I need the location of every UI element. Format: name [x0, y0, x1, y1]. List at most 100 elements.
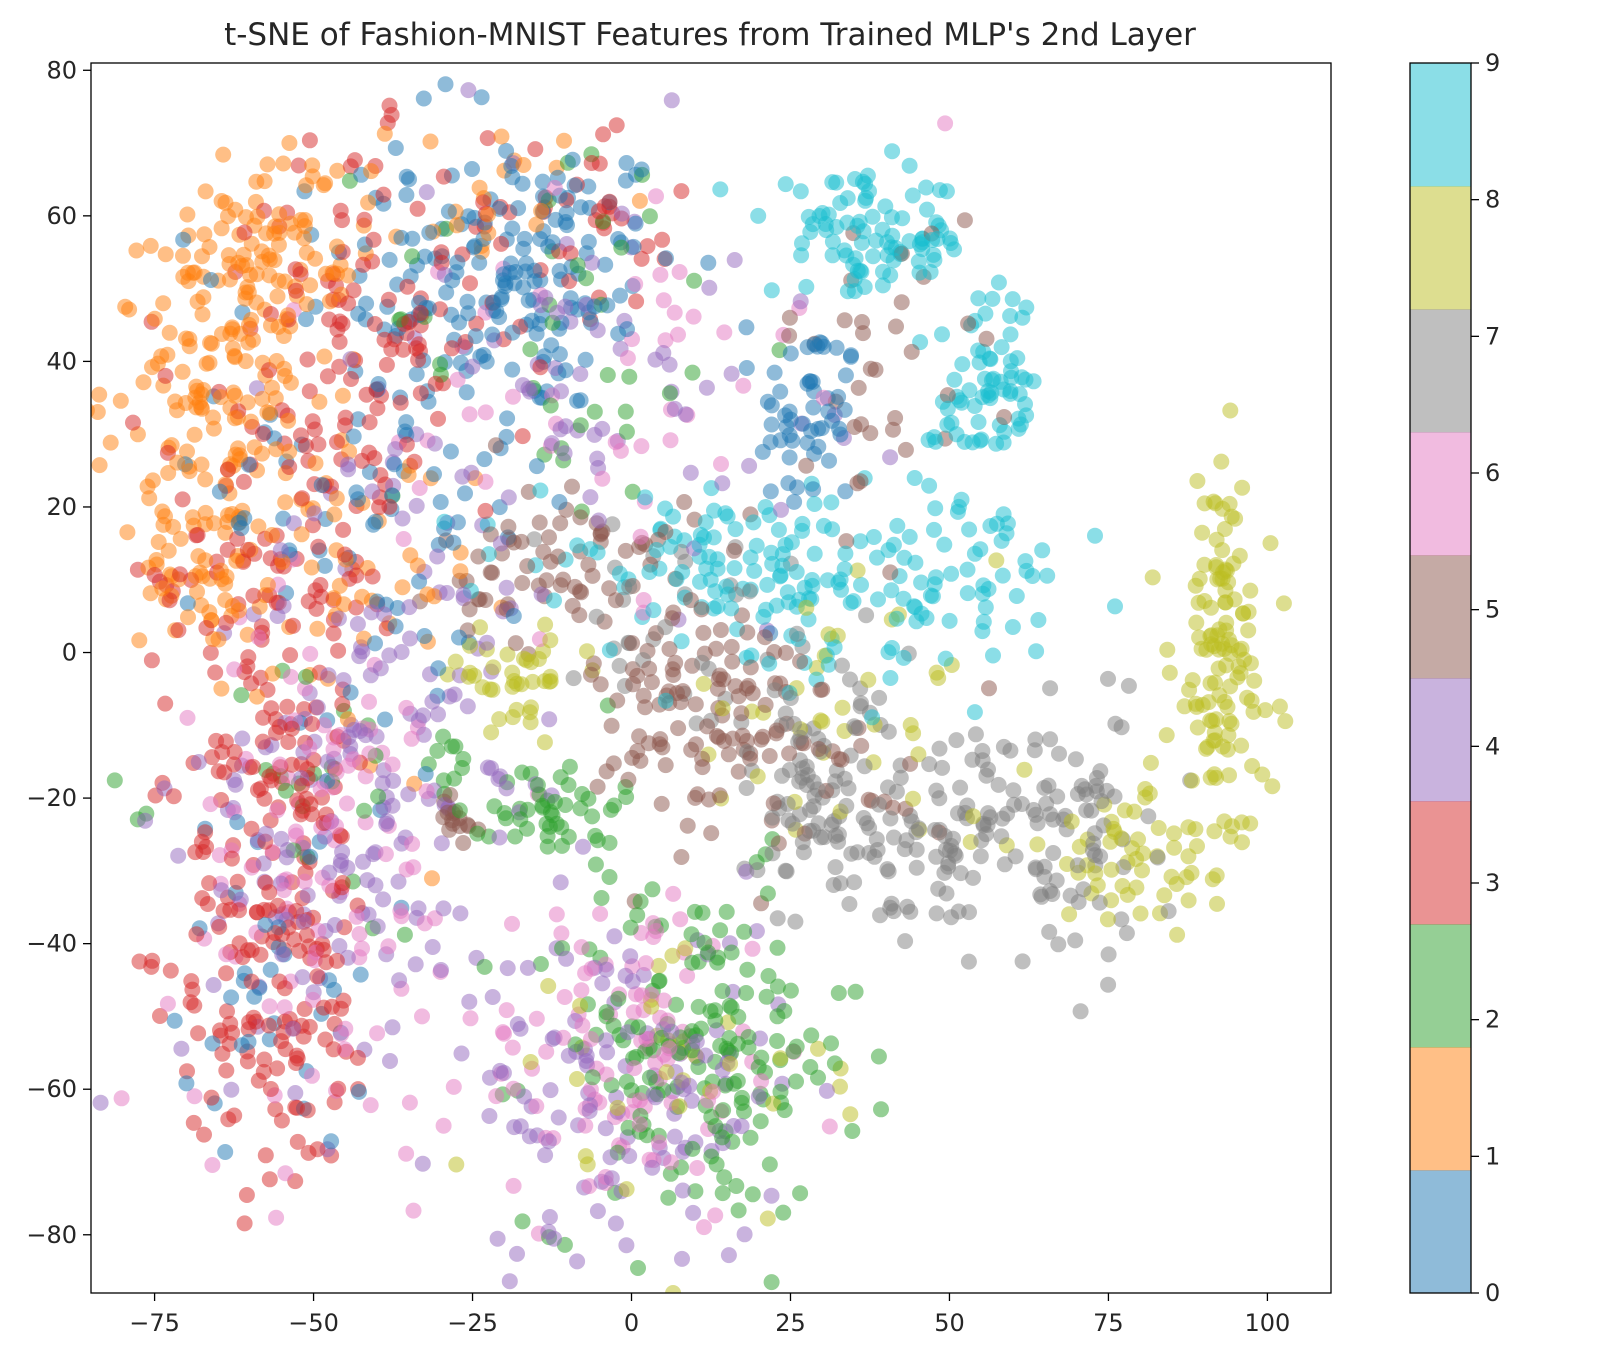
scatter-point-class-3 [406, 453, 423, 470]
scatter-point-class-8 [499, 646, 516, 663]
scatter-point-class-6 [582, 1081, 599, 1098]
scatter-point-class-9 [657, 692, 674, 709]
scatter-point-class-1 [259, 404, 276, 421]
scatter-point-class-7 [1093, 793, 1110, 810]
scatter-point-class-4 [479, 634, 495, 651]
y-tick-label: 20 [46, 493, 77, 521]
scatter-point-class-0 [302, 848, 319, 865]
scatter-point-class-1 [452, 563, 469, 580]
scatter-point-class-3 [304, 413, 321, 430]
scatter-point-class-6 [577, 965, 594, 982]
scatter-point-class-3 [170, 622, 187, 639]
scatter-point-class-1 [119, 524, 136, 541]
scatter-point-class-5 [665, 604, 682, 621]
scatter-point-class-6 [637, 955, 654, 972]
scatter-point-class-6 [619, 350, 636, 367]
scatter-point-class-3 [330, 1080, 347, 1097]
scatter-point-class-3 [245, 587, 262, 604]
scatter-point-class-3 [207, 664, 224, 681]
scatter-point-class-1 [275, 328, 292, 344]
scatter-point-class-8 [472, 619, 488, 636]
scatter-point-class-7 [779, 796, 796, 812]
scatter-point-class-8 [722, 1055, 739, 1072]
scatter-point-class-1 [631, 192, 648, 209]
scatter-point-class-7 [961, 904, 977, 921]
scatter-point-class-9 [777, 176, 794, 193]
scatter-point-class-2 [660, 1189, 677, 1206]
scatter-point-class-0 [421, 224, 438, 241]
scatter-point-class-2 [792, 1185, 809, 1202]
scatter-point-class-6 [662, 432, 679, 449]
scatter-point-class-0 [396, 423, 413, 440]
scatter-point-class-5 [838, 533, 855, 550]
scatter-point-class-6 [357, 768, 374, 785]
scatter-point-class-4 [213, 882, 230, 899]
scatter-point-class-9 [745, 514, 762, 531]
scatter-point-class-7 [838, 797, 855, 814]
scatter-point-class-8 [504, 678, 521, 695]
scatter-point-class-9 [883, 209, 900, 226]
scatter-point-class-3 [323, 998, 340, 1015]
scatter-point-class-9 [918, 179, 935, 196]
scatter-point-class-6 [339, 795, 355, 812]
scatter-point-class-4 [492, 535, 509, 552]
scatter-point-class-8 [1207, 495, 1224, 512]
scatter-point-class-9 [727, 521, 744, 538]
scatter-point-class-9 [761, 655, 778, 672]
scatter-point-class-3 [243, 973, 260, 990]
scatter-point-class-7 [931, 740, 948, 757]
scatter-point-class-1 [277, 494, 294, 511]
scatter-point-class-0 [782, 345, 799, 362]
scatter-point-class-8 [1196, 593, 1213, 609]
scatter-point-class-7 [788, 625, 805, 642]
scatter-point-class-5 [624, 661, 641, 678]
scatter-point-class-5 [487, 437, 504, 454]
scatter-point-class-9 [823, 494, 840, 511]
scatter-point-class-0 [415, 90, 432, 107]
scatter-point-class-3 [189, 527, 206, 543]
scatter-point-class-7 [1107, 715, 1124, 732]
scatter-point-class-6 [581, 1178, 598, 1195]
scatter-point-class-5 [814, 681, 831, 698]
scatter-point-class-3 [250, 1072, 267, 1089]
scatter-point-class-9 [865, 248, 882, 265]
scatter-point-class-3 [595, 126, 612, 143]
scatter-point-class-0 [442, 443, 459, 460]
scatter-point-class-2 [714, 1129, 731, 1146]
scatter-point-class-3 [172, 566, 188, 583]
scatter-point-class-4 [376, 606, 393, 623]
scatter-point-class-8 [658, 1064, 675, 1081]
scatter-point-class-4 [278, 849, 295, 866]
scatter-point-class-6 [218, 946, 235, 963]
scatter-point-class-5 [777, 644, 794, 661]
y-tick-label: −80 [26, 1221, 77, 1249]
scatter-point-class-9 [1002, 326, 1019, 343]
scatter-point-class-3 [289, 1133, 306, 1150]
scatter-point-class-7 [899, 898, 916, 915]
scatter-point-class-8 [462, 664, 478, 681]
scatter-point-class-3 [308, 600, 325, 617]
scatter-point-class-3 [369, 400, 386, 417]
scatter-point-class-2 [729, 1073, 746, 1089]
colorbar-segment-9 [1410, 63, 1471, 187]
scatter-point-class-0 [204, 1035, 221, 1052]
scatter-point-class-3 [255, 426, 271, 442]
scatter-point-class-0 [799, 339, 816, 356]
scatter-point-class-4 [521, 1128, 538, 1145]
y-tick-label: 0 [62, 639, 77, 667]
scatter-point-class-9 [931, 182, 948, 199]
scatter-point-class-8 [504, 709, 521, 726]
scatter-point-class-3 [283, 756, 300, 773]
scatter-point-class-5 [833, 751, 850, 768]
scatter-point-class-2 [776, 1003, 793, 1019]
scatter-point-class-8 [1166, 839, 1183, 856]
scatter-point-class-1 [419, 586, 436, 603]
scatter-point-class-1 [117, 298, 134, 315]
scatter-point-class-2 [455, 751, 472, 767]
scatter-point-class-5 [720, 746, 737, 763]
scatter-point-class-3 [304, 716, 320, 732]
scatter-point-class-7 [952, 865, 969, 882]
scatter-point-class-3 [462, 275, 478, 292]
scatter-point-class-5 [664, 661, 681, 678]
